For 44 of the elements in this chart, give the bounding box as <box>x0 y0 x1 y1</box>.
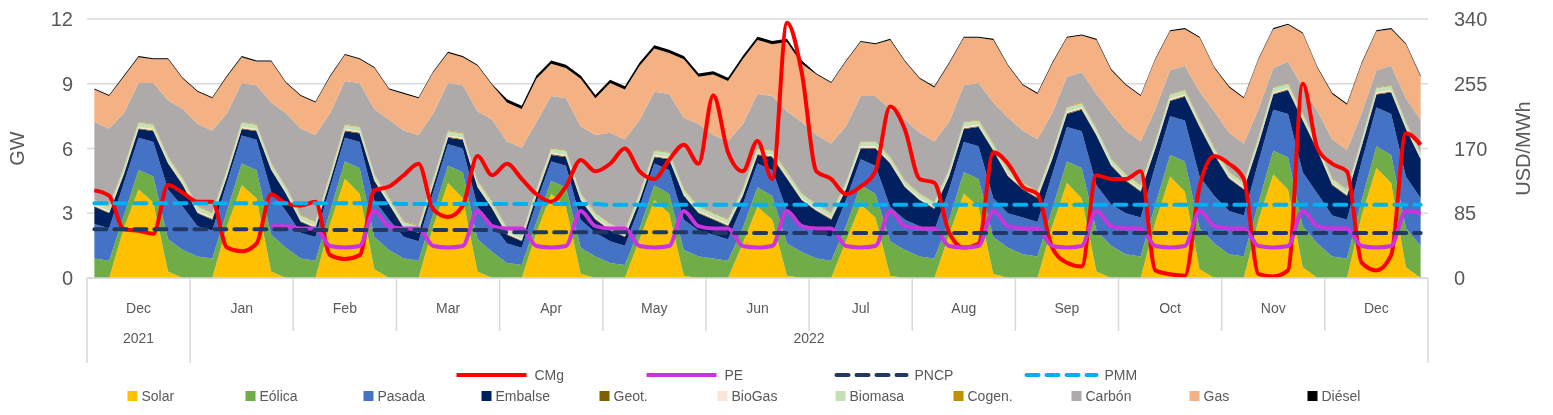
legend-label: BioGas <box>731 387 778 404</box>
x-tick-label: Jun <box>746 300 769 316</box>
legend-label: Embalse <box>495 387 551 404</box>
y-tick-label: 6 <box>61 137 73 160</box>
x-tick-label: Jan <box>230 300 254 316</box>
x-tick-label: Sep <box>1054 300 1080 316</box>
x-tick-label: Aug <box>951 300 977 316</box>
legend-label: PNCP <box>914 366 954 383</box>
legend-label: Solar <box>141 387 175 404</box>
y2-tick-label: 0 <box>1454 267 1466 289</box>
legend-label: Biomasa <box>849 387 905 404</box>
y2-tick-label: 85 <box>1454 202 1477 225</box>
x-tick-label: Feb <box>332 300 358 316</box>
x-tick-label: Nov <box>1260 300 1286 316</box>
legend-label: Geot. <box>613 387 648 404</box>
legend-label: Carbón <box>1085 387 1132 404</box>
x-tick-label: Mar <box>435 300 461 316</box>
x-tick-label: Oct <box>1159 300 1182 316</box>
y-tick-label: 3 <box>61 202 73 225</box>
y-tick-label: 9 <box>61 72 73 95</box>
legend-label: Cogen. <box>967 387 1013 404</box>
y-tick-label: 12 <box>50 8 73 30</box>
x-tick-label: Jul <box>851 300 870 316</box>
text: 2021 <box>123 330 155 346</box>
legend-label: Diésel <box>1321 387 1361 404</box>
y2-tick-label: 340 <box>1454 8 1488 30</box>
x-tick-label: Dec <box>1363 300 1389 316</box>
legend-label: PMM <box>1104 366 1138 383</box>
legend-label: Eólica <box>259 387 298 404</box>
x-tick-label: Apr <box>540 300 563 316</box>
y-axis-title: GW <box>6 131 28 166</box>
x-tick-label: Dec <box>126 300 152 316</box>
y-tick-label: 0 <box>61 267 73 289</box>
y2-tick-label: 170 <box>1454 137 1488 160</box>
legend-label: CMg <box>534 366 565 383</box>
y2-axis-title: USD/MWh <box>1512 101 1534 196</box>
legend-label: PE <box>724 366 744 383</box>
y2-tick-label: 255 <box>1454 72 1488 95</box>
line-series <box>269 208 1423 250</box>
legend-label: Gas <box>1203 387 1230 404</box>
line-series <box>92 20 1423 279</box>
legend-label: Pasada <box>377 387 426 404</box>
text: 2022 <box>793 330 825 346</box>
x-tick-label: May <box>641 300 668 316</box>
